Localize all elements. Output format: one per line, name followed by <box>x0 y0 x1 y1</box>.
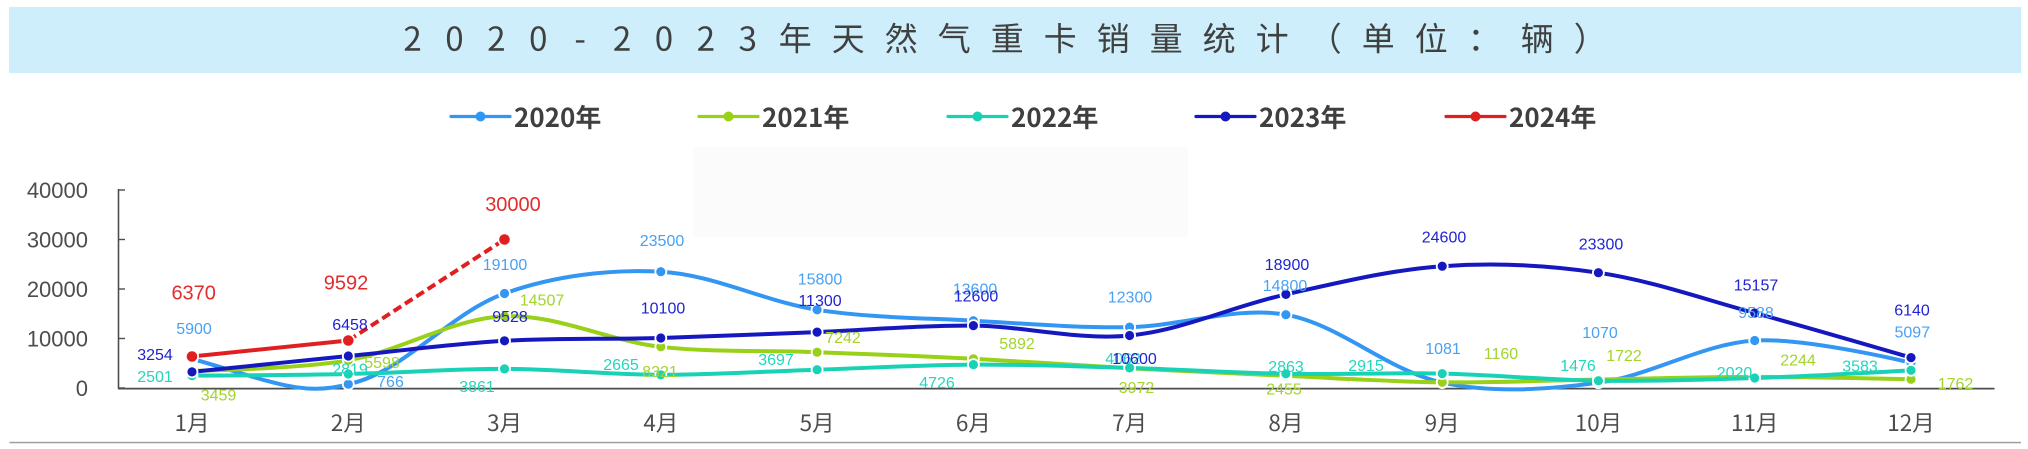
svg-text:5097: 5097 <box>1895 324 1931 341</box>
svg-text:766: 766 <box>377 374 404 391</box>
svg-text:0: 0 <box>76 376 88 401</box>
svg-text:5892: 5892 <box>999 336 1035 353</box>
svg-text:18900: 18900 <box>1265 257 1310 274</box>
svg-text:3861: 3861 <box>459 379 495 396</box>
svg-text:9588: 9588 <box>1738 305 1774 322</box>
svg-text:6458: 6458 <box>332 317 368 334</box>
svg-text:9528: 9528 <box>492 309 528 326</box>
svg-text:2915: 2915 <box>1348 358 1384 375</box>
svg-text:15157: 15157 <box>1734 278 1779 295</box>
svg-text:5900: 5900 <box>176 321 212 338</box>
svg-text:2501: 2501 <box>137 369 173 386</box>
svg-text:1722: 1722 <box>1606 348 1642 365</box>
svg-text:23500: 23500 <box>640 233 685 250</box>
svg-text:1160: 1160 <box>1484 346 1519 363</box>
svg-text:23300: 23300 <box>1579 236 1624 253</box>
svg-text:3697: 3697 <box>758 352 794 369</box>
svg-text:1081: 1081 <box>1425 341 1461 358</box>
svg-text:3254: 3254 <box>137 347 173 364</box>
svg-text:14800: 14800 <box>1263 278 1308 295</box>
svg-text:6140: 6140 <box>1894 302 1930 319</box>
svg-text:6370: 6370 <box>171 283 216 305</box>
svg-text:2244: 2244 <box>1780 352 1816 369</box>
svg-text:3459: 3459 <box>201 387 237 404</box>
svg-text:30000: 30000 <box>485 194 541 216</box>
svg-text:7242: 7242 <box>825 330 861 347</box>
svg-text:3583: 3583 <box>1842 358 1878 375</box>
svg-text:4062: 4062 <box>1105 351 1141 368</box>
svg-text:5598: 5598 <box>364 355 400 372</box>
svg-text:14507: 14507 <box>520 292 565 309</box>
svg-text:30000: 30000 <box>27 227 88 252</box>
svg-text:2863: 2863 <box>1268 359 1304 376</box>
svg-text:10100: 10100 <box>641 300 686 317</box>
svg-text:40000: 40000 <box>27 178 88 203</box>
svg-text:11300: 11300 <box>798 293 841 310</box>
svg-text:19100: 19100 <box>483 257 528 274</box>
svg-text:20000: 20000 <box>27 277 88 302</box>
svg-text:24600: 24600 <box>1422 230 1467 247</box>
svg-text:3972: 3972 <box>1119 380 1155 397</box>
svg-text:15800: 15800 <box>798 271 843 288</box>
svg-text:13600: 13600 <box>953 282 998 299</box>
svg-text:4726: 4726 <box>919 375 955 392</box>
svg-text:10600: 10600 <box>1112 351 1157 368</box>
svg-text:2819: 2819 <box>332 361 368 378</box>
svg-text:12600: 12600 <box>954 288 999 305</box>
svg-text:12300: 12300 <box>1108 289 1153 306</box>
svg-text:1762: 1762 <box>1938 376 1974 393</box>
svg-text:9592: 9592 <box>324 273 369 295</box>
svg-text:8321: 8321 <box>642 364 678 381</box>
svg-text:1070: 1070 <box>1582 325 1618 342</box>
svg-text:1476: 1476 <box>1560 358 1596 375</box>
svg-text:2665: 2665 <box>603 357 639 374</box>
svg-text:10000: 10000 <box>27 326 88 351</box>
svg-text:2020: 2020 <box>1717 365 1753 382</box>
svg-text:2455: 2455 <box>1266 382 1302 399</box>
